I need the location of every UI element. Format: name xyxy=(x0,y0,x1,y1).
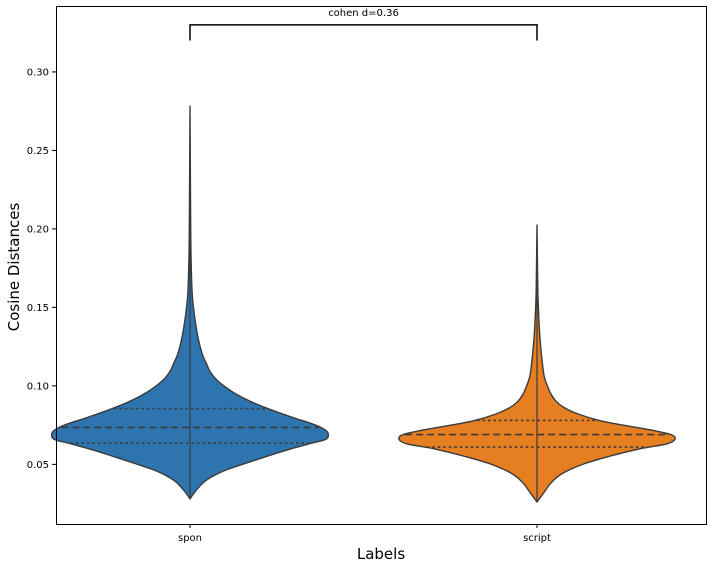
plot-area xyxy=(50,105,676,503)
plot-frame xyxy=(56,6,707,525)
x-tick-label-script: script xyxy=(523,533,551,544)
y-tick-label: 0.25 xyxy=(27,146,49,157)
comparison-bracket xyxy=(189,24,538,41)
y-tick-label: 0.10 xyxy=(27,381,49,392)
x-tick-label-spon: spon xyxy=(178,533,202,544)
x-axis: spon script xyxy=(178,524,551,544)
y-axis-title: Cosine Distances xyxy=(5,203,23,332)
y-tick-label: 0.20 xyxy=(27,224,49,235)
y-tick-label: 0.15 xyxy=(27,303,49,314)
violin-spon xyxy=(50,105,330,500)
y-axis: 0.05 0.10 0.15 0.20 0.25 0.30 xyxy=(27,67,56,471)
y-tick-label: 0.05 xyxy=(27,460,49,471)
x-axis-title: Labels xyxy=(357,545,405,563)
annotation-group: cohen d=0.36 xyxy=(189,8,538,41)
violin-script xyxy=(398,224,676,503)
effect-size-label: cohen d=0.36 xyxy=(328,8,399,19)
y-tick-label: 0.30 xyxy=(27,67,49,78)
